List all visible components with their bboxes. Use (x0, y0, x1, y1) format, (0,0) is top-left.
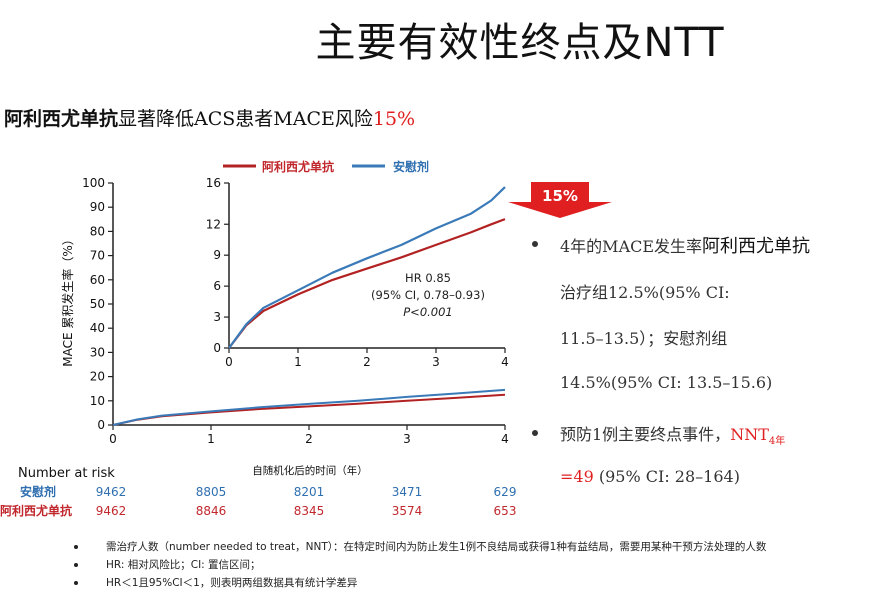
subtitle-drug: 阿利西尤单抗 (4, 108, 119, 130)
risk-row-label-placebo: 安慰剂 (20, 484, 56, 499)
main-y-axis-label: MACE 累积发生率（%） (60, 233, 75, 367)
annotation-p: P<0.001 (403, 305, 453, 319)
risk-value: 8201 (294, 485, 325, 499)
bullet-1-prefix: 4年的MACE发生率 (560, 237, 703, 256)
main-series (112, 388, 506, 426)
series-line-alirocumab (112, 393, 506, 426)
y-tick-label: 100 (82, 176, 105, 190)
bullet-1-line-2: 治疗组12.5%(95% CI: (560, 283, 730, 302)
y-tick-label: 0 (213, 341, 221, 355)
inset-annotation: HR 0.85 (95% CI, 0.78–0.93) P<0.001 (371, 271, 485, 319)
bullet-dot (532, 241, 538, 247)
legend-label-placebo: 安慰剂 (393, 159, 429, 174)
x-tick-label: 4 (501, 355, 509, 369)
risk-value: 8805 (196, 485, 227, 499)
risk-value: 3574 (392, 504, 423, 518)
legend-label-alirocumab: 阿利西尤单抗 (262, 159, 334, 174)
bullet-1-line-4: 14.5%(95% CI: 13.5–15.6) (560, 373, 773, 392)
bullet-2-prefix: 预防1例主要终点事件， (560, 425, 731, 444)
bullet-dot (532, 430, 538, 436)
bullet-1-line-3: 11.5–13.5）；安慰剂组 (560, 329, 728, 348)
annotation-hr: HR 0.85 (405, 271, 451, 285)
y-tick-label: 9 (213, 248, 221, 262)
y-tick-label: 60 (90, 273, 105, 287)
risk-value: 3471 (392, 485, 423, 499)
y-tick-label: 70 (90, 249, 105, 263)
reduction-badge: 15% (508, 182, 612, 218)
subtitle-rest: 显著降低ACS患者MACE风险 (118, 108, 373, 130)
x-tick-label: 3 (432, 355, 440, 369)
nnt-ci: (95% CI: 28–164) (598, 467, 740, 486)
inset-background (229, 176, 519, 366)
y-tick-label: 40 (90, 321, 105, 335)
y-tick-label: 50 (90, 297, 105, 311)
x-tick-label: 4 (501, 432, 509, 446)
y-tick-label: 12 (206, 217, 221, 231)
series-line-alirocumab (228, 218, 506, 349)
main-x-axis-label: 自随机化后的时间（年） (252, 464, 368, 477)
risk-value: 8846 (196, 504, 227, 518)
subtitle-percent: 15% (372, 108, 416, 130)
series-line-placebo (228, 186, 506, 349)
bullet-1-drug: 阿利西尤单抗 (702, 236, 811, 257)
x-tick-label: 1 (294, 355, 302, 369)
risk-value: 629 (494, 485, 517, 499)
annotation-ci: (95% CI, 0.78–0.93) (371, 288, 485, 302)
down-arrow-icon (508, 182, 612, 218)
x-tick-label: 3 (403, 432, 411, 446)
slide-subtitle: 阿利西尤单抗显著降低ACS患者MACE风险15% (4, 104, 415, 131)
x-tick-label: 2 (305, 432, 313, 446)
y-tick-label: 90 (90, 200, 105, 214)
slide-title: 主要有效性终点及NTT (315, 20, 725, 66)
risk-row-label-alirocumab: 阿利西尤单抗 (0, 503, 72, 518)
y-tick-label: 10 (90, 394, 105, 408)
y-tick-label: 30 (90, 345, 105, 359)
x-tick-label: 0 (225, 355, 233, 369)
y-tick-label: 6 (213, 279, 221, 293)
inset-series (228, 186, 506, 349)
risk-value: 9462 (96, 504, 127, 518)
badge-text: 15% (542, 187, 578, 205)
x-tick-label: 2 (363, 355, 371, 369)
risk-table-values: 9462 8805 8201 3471 629 9462 8846 8345 3574 653 (96, 485, 517, 518)
chart-legend: 阿利西尤单抗 安慰剂 (223, 159, 429, 174)
y-tick-label: 20 (90, 370, 105, 384)
risk-value: 8345 (294, 504, 325, 518)
risk-value: 9462 (96, 485, 127, 499)
series-line-placebo (112, 388, 506, 426)
risk-value: 653 (494, 504, 517, 518)
y-tick-label: 80 (90, 224, 105, 238)
y-tick-label: 3 (213, 310, 221, 324)
nnt-subscript: 4年 (768, 436, 786, 447)
x-tick-label: 1 (207, 432, 215, 446)
x-tick-label: 0 (109, 432, 117, 446)
y-tick-label: 0 (97, 418, 105, 432)
nnt-value: =49 (560, 467, 594, 486)
y-tick-label: 16 (206, 176, 221, 190)
nnt-label: NNT (730, 425, 769, 444)
risk-table-header: Number at risk (18, 466, 115, 481)
bullet-2-line-2: =49 (95% CI: 28–164) (560, 467, 740, 486)
